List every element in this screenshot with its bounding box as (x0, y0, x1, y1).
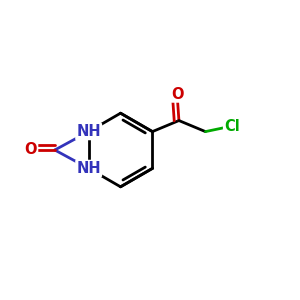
Text: O: O (25, 142, 37, 158)
Text: NH: NH (76, 161, 101, 176)
Text: NH: NH (76, 124, 101, 139)
Text: O: O (171, 87, 183, 102)
Text: Cl: Cl (224, 118, 240, 134)
